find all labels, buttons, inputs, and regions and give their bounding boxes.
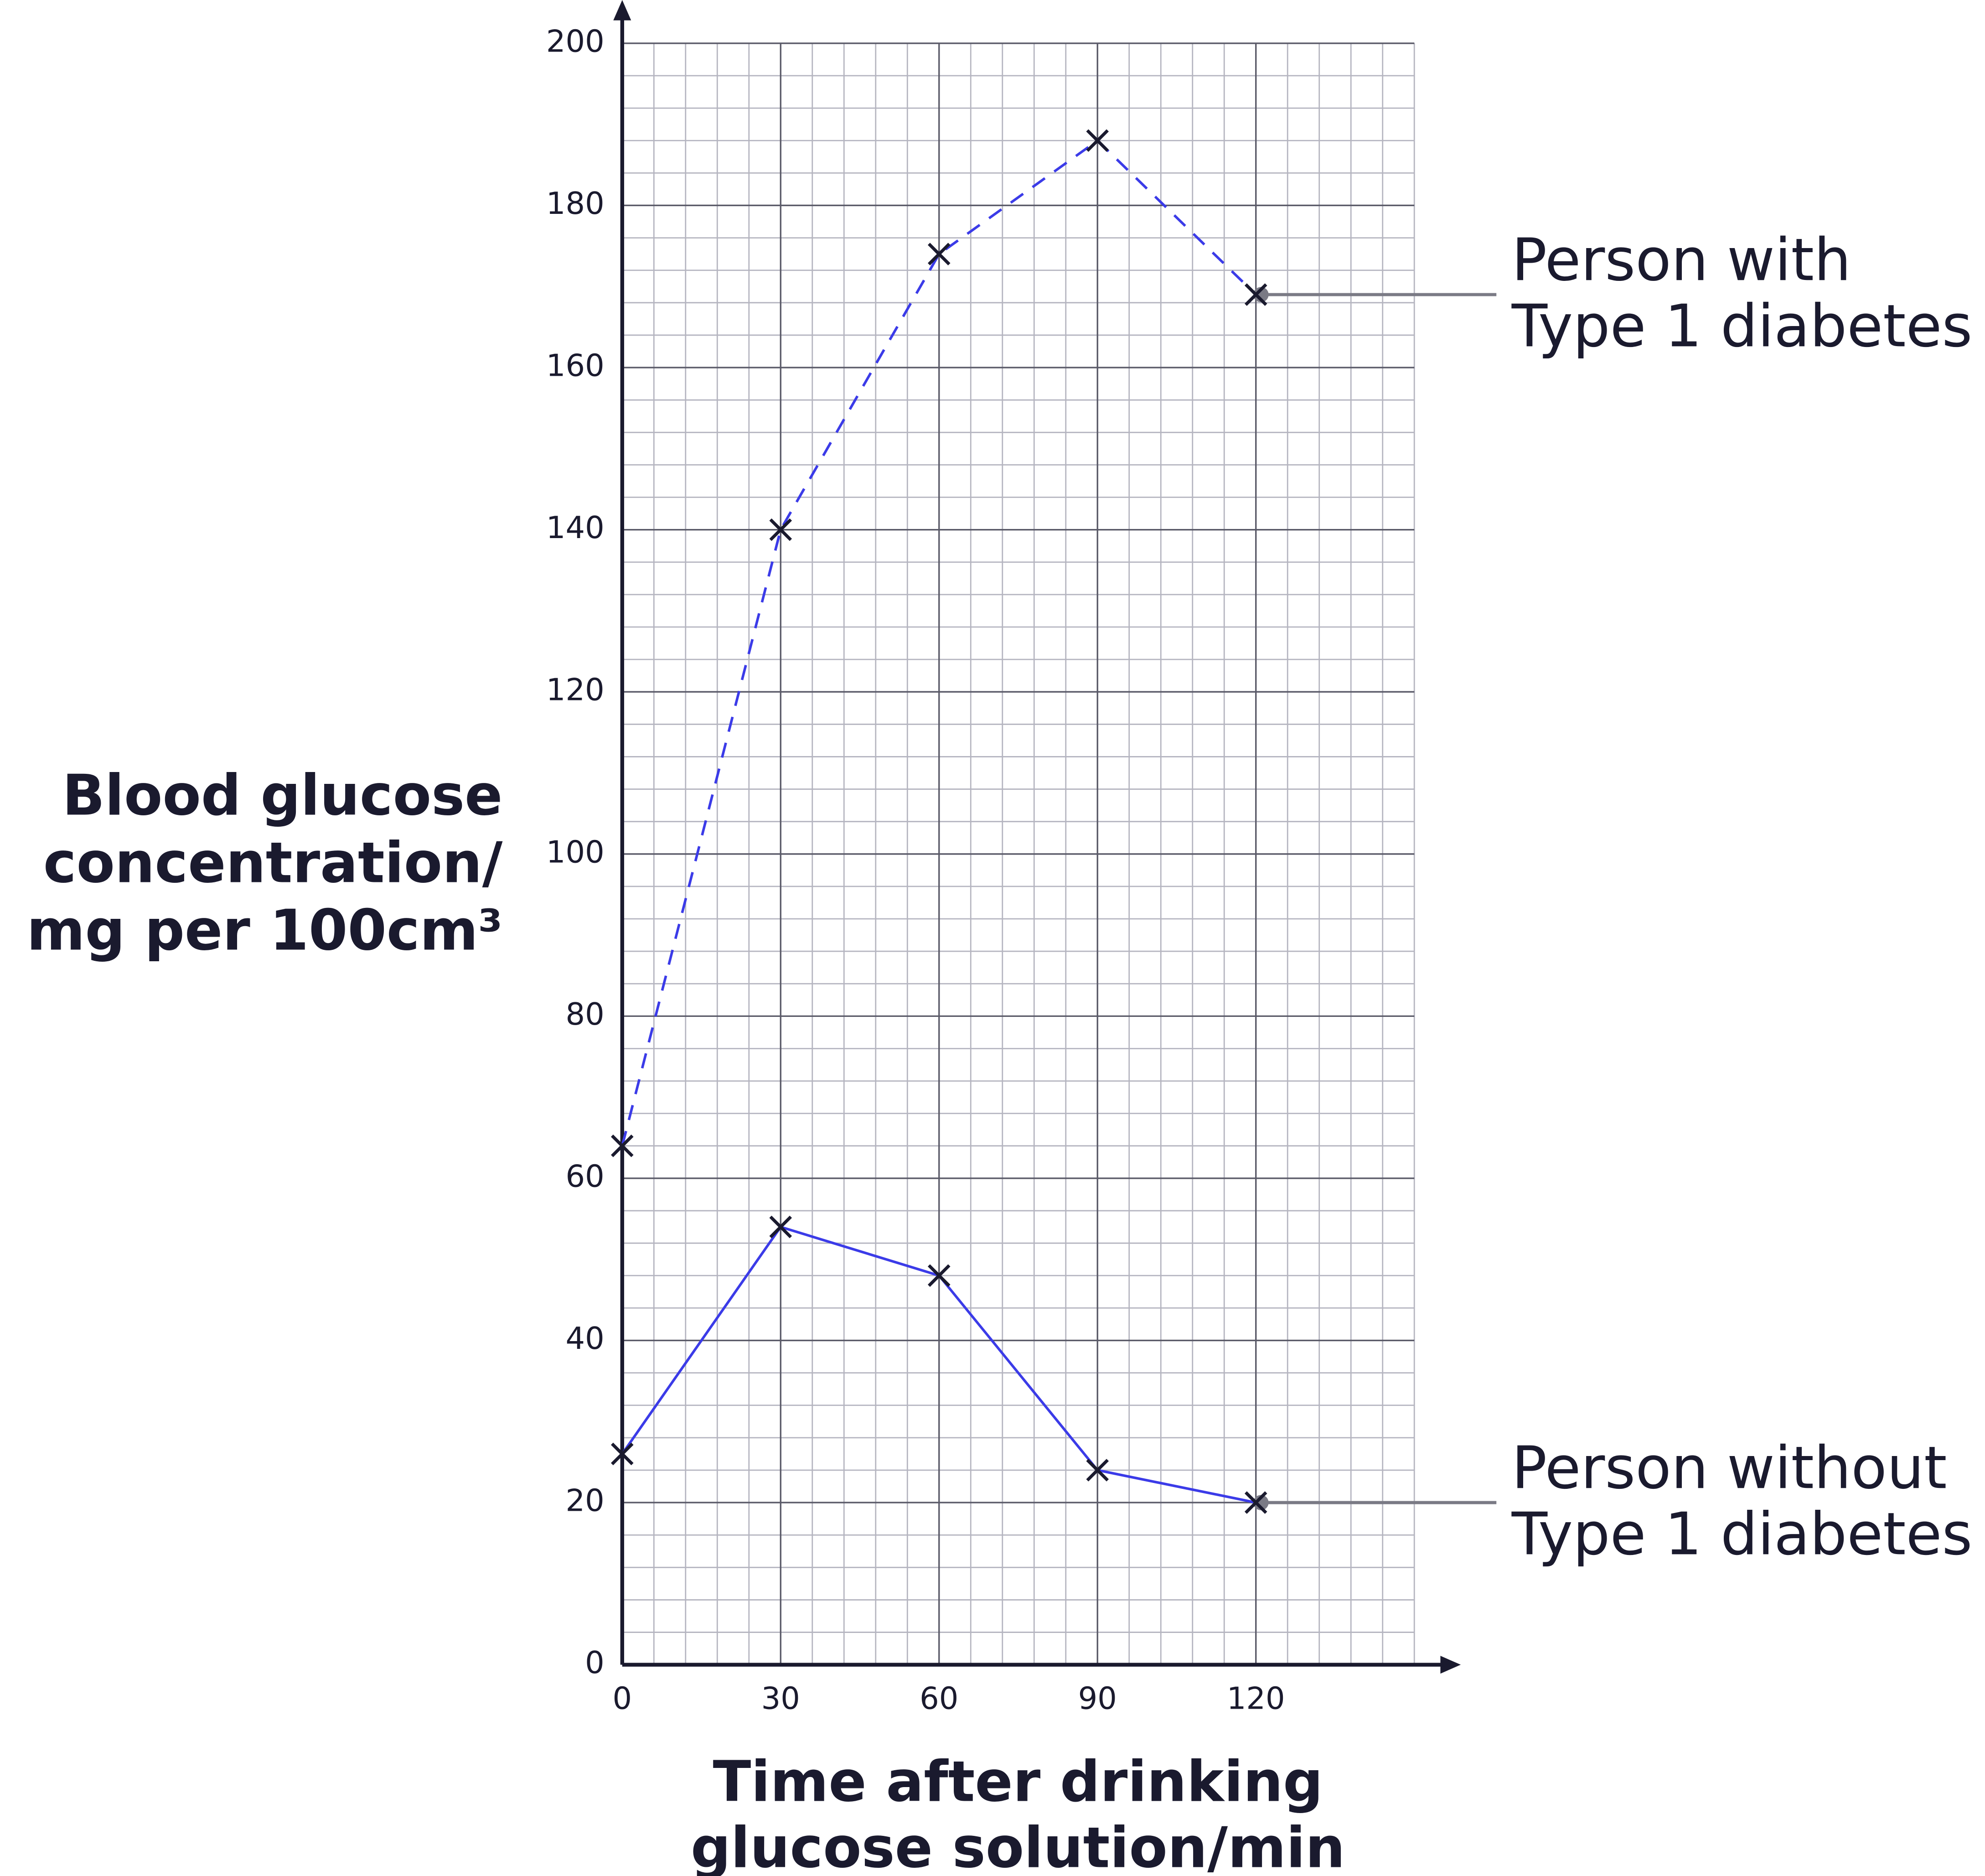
y-tick-label: 140: [546, 510, 605, 545]
marks: [611, 129, 1497, 1514]
y-tick-label: 40: [566, 1321, 605, 1356]
y-tick-label: 160: [546, 348, 605, 383]
grid: [621, 42, 1415, 1666]
y-tick-label: 0: [585, 1645, 605, 1680]
y-axis-title: concentration/: [43, 830, 503, 895]
data-point: [1086, 129, 1109, 152]
data-point: [769, 518, 792, 541]
series-label: Type 1 diabetes: [1511, 1500, 1973, 1568]
x-tick-label: 60: [920, 1680, 958, 1716]
x-tick-label: 0: [613, 1680, 632, 1716]
y-tick-label: 80: [566, 996, 605, 1032]
labels: 0 20 40 60 80 100 120 140 160 180 200 0 30 60 90 120 Blo…: [26, 23, 1972, 1876]
x-tick-label: 90: [1078, 1680, 1117, 1716]
data-point: [1086, 1459, 1109, 1482]
data-point: [1244, 1491, 1267, 1514]
axes: [613, 0, 1461, 1674]
data-point: [1244, 283, 1267, 306]
y-tick-label: 180: [546, 186, 605, 221]
y-tick-label: 120: [546, 672, 605, 708]
y-axis-arrow: [613, 0, 631, 21]
connector-dot: [1253, 1495, 1269, 1510]
series-label: Type 1 diabetes: [1511, 292, 1973, 360]
data-point: [927, 1264, 951, 1287]
connector-dot: [1253, 287, 1269, 302]
data-point: [769, 1215, 792, 1239]
x-axis-arrow: [1440, 1656, 1461, 1674]
y-tick-label: 100: [546, 834, 605, 870]
y-tick-label: 200: [546, 23, 605, 59]
y-tick-label: 20: [566, 1483, 605, 1518]
x-axis-title: glucose solution/min: [691, 1815, 1345, 1876]
x-axis-title: Time after drinking: [713, 1749, 1323, 1814]
y-axis-title: mg per 100cm³: [26, 897, 502, 963]
x-tick-label: 30: [761, 1680, 800, 1716]
data-point: [611, 1442, 634, 1466]
series-label: Person with: [1512, 226, 1851, 294]
y-tick-label: 60: [566, 1158, 605, 1194]
data-point: [927, 243, 951, 265]
data-point: [611, 1135, 634, 1157]
series-label: Person without: [1512, 1434, 1947, 1502]
y-axis-title: Blood glucose: [62, 762, 502, 828]
x-tick-label: 120: [1227, 1680, 1285, 1716]
